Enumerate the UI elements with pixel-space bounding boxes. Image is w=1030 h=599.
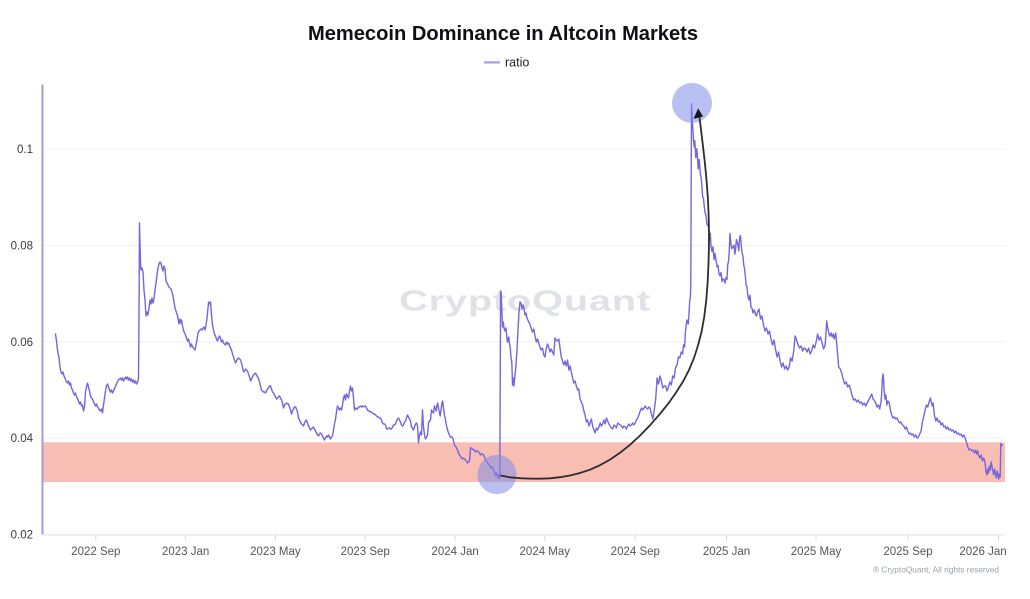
svg-text:2023 Sep: 2023 Sep <box>341 546 390 558</box>
svg-text:2025 Jan: 2025 Jan <box>703 546 750 558</box>
svg-text:0.02: 0.02 <box>11 530 33 542</box>
svg-text:0.06: 0.06 <box>11 337 33 349</box>
svg-text:0.08: 0.08 <box>11 240 33 252</box>
svg-text:® CryptoQuant, All rights rese: ® CryptoQuant, All rights reserved <box>873 565 999 575</box>
svg-text:2025 Sep: 2025 Sep <box>883 546 932 558</box>
svg-text:2024 May: 2024 May <box>520 546 571 558</box>
svg-text:2023 May: 2023 May <box>250 546 301 558</box>
svg-text:2024 Jan: 2024 Jan <box>431 546 478 558</box>
svg-text:2023 Jan: 2023 Jan <box>162 546 209 558</box>
svg-text:Memecoin Dominance in Altcoin: Memecoin Dominance in Altcoin Markets <box>308 23 698 45</box>
svg-text:ratio: ratio <box>505 56 529 70</box>
svg-text:2024 Sep: 2024 Sep <box>611 546 660 558</box>
svg-text:0.1: 0.1 <box>17 144 33 156</box>
svg-text:2026 Jan: 2026 Jan <box>959 546 1006 558</box>
svg-text:0.04: 0.04 <box>11 433 34 445</box>
svg-text:2025 May: 2025 May <box>791 546 842 558</box>
svg-text:2022 Sep: 2022 Sep <box>71 546 120 558</box>
